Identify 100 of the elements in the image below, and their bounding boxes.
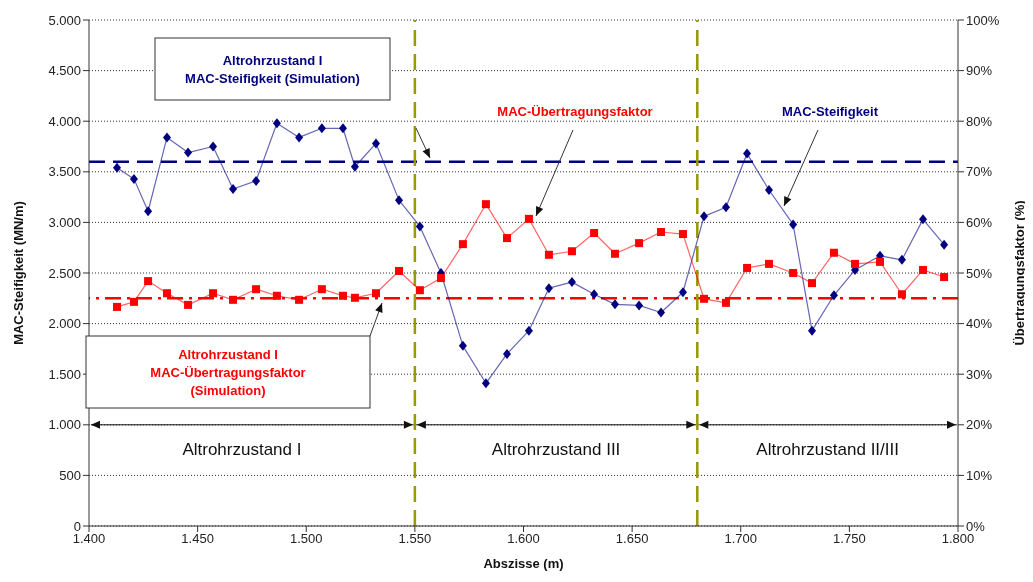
y-tick-label: 0 xyxy=(73,518,81,534)
point xyxy=(184,300,193,309)
point xyxy=(295,132,304,143)
point xyxy=(252,285,261,294)
point xyxy=(590,229,599,238)
point xyxy=(252,175,261,186)
text: MAC-Steifigkeit xyxy=(781,104,879,119)
y2-tick-label: 60% xyxy=(966,215,993,231)
y-tick-label: 4.500 xyxy=(48,63,81,79)
point xyxy=(789,269,798,277)
y-tick-label: 1.500 xyxy=(48,366,81,382)
point xyxy=(502,234,511,243)
y2-tick-label: 30% xyxy=(966,366,993,382)
y-axis-title: MAC-Steifigkeit (MN/m) xyxy=(10,201,26,345)
y-tick-label: 3.000 xyxy=(48,215,81,231)
y2-tick-label: 50% xyxy=(966,265,993,281)
y2-tick-label: 0% xyxy=(966,518,986,534)
y2-tick-label: 70% xyxy=(966,164,993,180)
point xyxy=(317,123,326,134)
ref-line-label: Altrohrzustand I MAC-Übertragungsfaktor (Simulation) xyxy=(150,347,306,398)
y2-tick-label: 100% xyxy=(966,12,1000,28)
annotation: Altrohrzustand III xyxy=(491,439,621,459)
point xyxy=(395,266,404,275)
point xyxy=(678,287,687,298)
point xyxy=(610,299,619,310)
point xyxy=(743,148,752,159)
point xyxy=(897,254,906,265)
point xyxy=(129,297,138,306)
point xyxy=(272,291,281,300)
point xyxy=(338,123,347,134)
point xyxy=(940,239,949,250)
x-tick-label: 1.450 xyxy=(181,531,214,547)
point xyxy=(458,340,467,351)
point xyxy=(162,132,171,143)
y2-tick-label: 10% xyxy=(966,468,993,484)
point xyxy=(229,295,238,304)
point xyxy=(919,265,928,274)
point xyxy=(458,240,467,249)
point xyxy=(919,214,928,225)
point xyxy=(590,289,599,300)
point xyxy=(657,228,666,237)
y-tick-label: 2.500 xyxy=(48,265,81,281)
point xyxy=(371,289,380,298)
point xyxy=(144,277,153,286)
point xyxy=(789,219,798,230)
point xyxy=(229,184,238,194)
x-tick-label: 1.400 xyxy=(72,531,106,547)
point xyxy=(113,302,122,311)
text: MAC-Übertragungsfaktor xyxy=(497,104,653,119)
point xyxy=(743,263,752,272)
point xyxy=(317,285,326,294)
point xyxy=(129,173,138,184)
y2-tick-label: 20% xyxy=(966,417,993,433)
point xyxy=(209,289,218,298)
y-tick-label: 3.500 xyxy=(48,164,81,180)
point xyxy=(635,300,644,311)
point xyxy=(272,118,281,129)
x-tick-label: 1.700 xyxy=(724,531,758,547)
point xyxy=(635,239,644,248)
point xyxy=(764,259,773,268)
point xyxy=(481,378,490,389)
point xyxy=(764,185,773,196)
annotation: Altrohrzustand I xyxy=(182,439,302,459)
x-axis-title: Abszisse (m) xyxy=(483,556,564,571)
point xyxy=(721,298,730,307)
point xyxy=(940,273,949,282)
point xyxy=(209,141,218,152)
point xyxy=(657,307,666,318)
point xyxy=(395,195,404,206)
annotation: Altrohrzustand II/III xyxy=(756,439,899,459)
point xyxy=(524,325,533,336)
point xyxy=(415,221,424,232)
point xyxy=(851,259,860,268)
point xyxy=(678,230,687,239)
x-tick-label: 1.600 xyxy=(507,531,540,547)
point xyxy=(544,283,553,294)
x-tick-label: 1.800 xyxy=(941,531,975,547)
point xyxy=(350,293,359,302)
point xyxy=(700,211,709,222)
point xyxy=(144,206,153,217)
point xyxy=(897,290,906,299)
point xyxy=(610,249,619,258)
ref-line-label: Altrohrzustand I MAC-Steifigkeit (Simulation) xyxy=(185,53,360,86)
point xyxy=(808,325,817,336)
point xyxy=(876,257,885,266)
point xyxy=(502,348,511,359)
y2-tick-label: 90% xyxy=(966,63,993,79)
x-tick-label: 1.750 xyxy=(833,531,866,547)
y-tick-label: 1.000 xyxy=(48,417,81,433)
point xyxy=(371,138,380,149)
y-tick-label: 4.000 xyxy=(48,113,81,129)
point xyxy=(338,291,347,300)
point xyxy=(808,279,817,288)
x-tick-label: 1.500 xyxy=(289,531,323,547)
y2-tick-label: 40% xyxy=(966,316,993,332)
point xyxy=(567,247,576,256)
point xyxy=(567,277,576,288)
point xyxy=(721,202,730,213)
point xyxy=(829,290,838,301)
point xyxy=(184,147,193,158)
